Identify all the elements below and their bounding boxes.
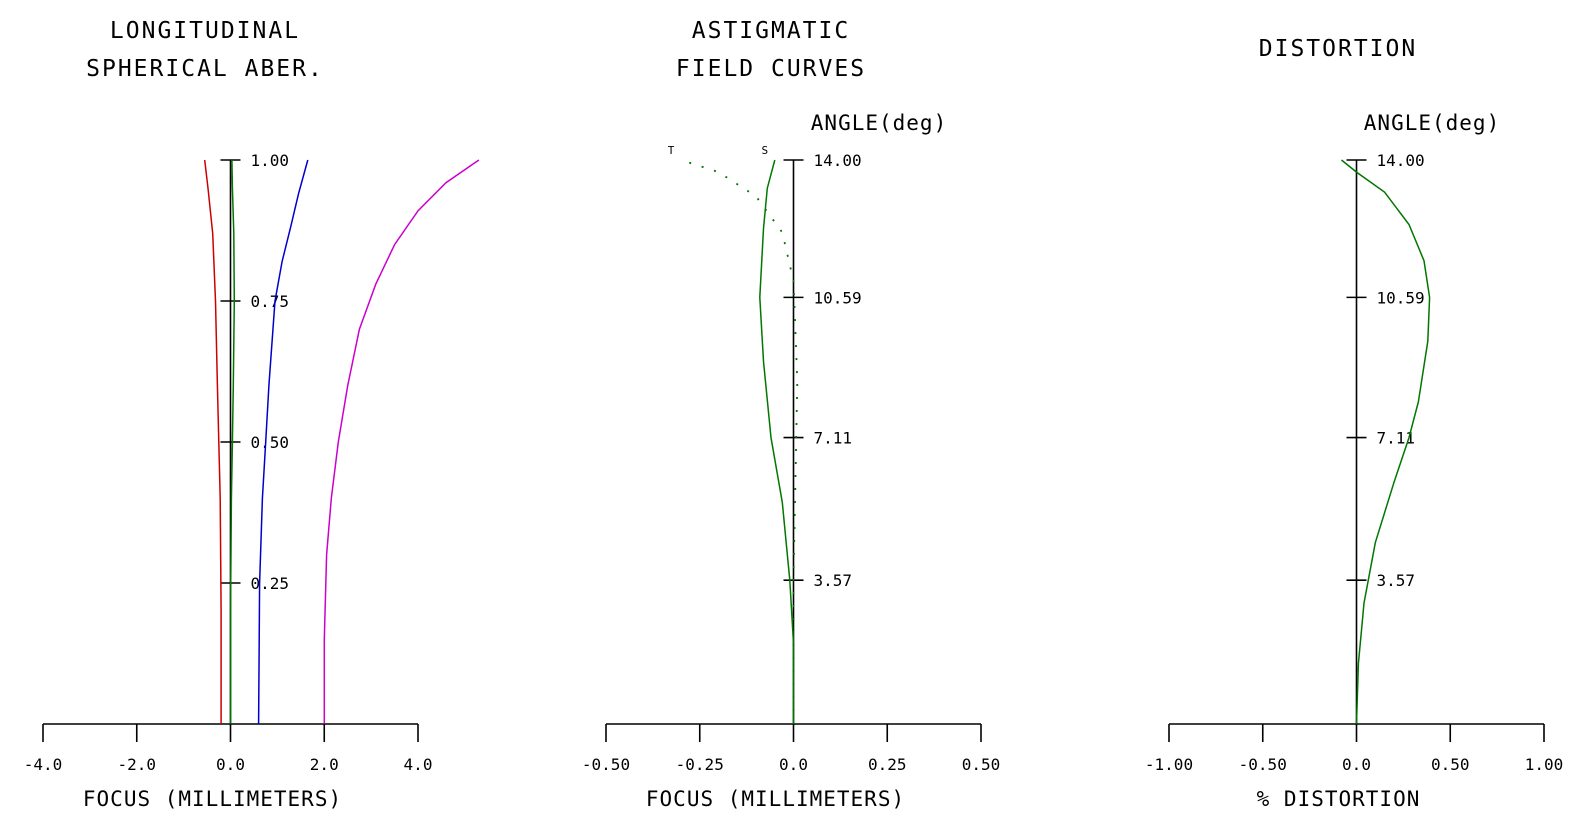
y-tick-label: 7.11 [814, 429, 853, 448]
chart-panel-2: ASTIGMATIC FIELD CURVES ANGLE(deg) -0.50 -0.… [582, 18, 1000, 811]
y-tick-label: 3.57 [814, 571, 853, 590]
series-curve-3 [257, 159, 309, 725]
chart-panel-3: DISTORTION ANGLE(deg) -1.00 -0.50 0.0 0.50 1.0… [1145, 36, 1563, 811]
x-tick-label: 1.00 [1525, 755, 1564, 774]
y-tick-label: 1.00 [251, 151, 290, 170]
y-tick-label: 0.75 [251, 292, 290, 311]
y-tick-label: 7.11 [1377, 429, 1416, 448]
y-tick-label: 0.25 [251, 574, 290, 593]
x-tick-label: 0.0 [1342, 755, 1371, 774]
x-tick-label: 4.0 [404, 755, 433, 774]
y-tick-label: 3.57 [1377, 571, 1416, 590]
tangential-curve [680, 159, 799, 724]
chart-panel-1: LONGITUDINAL SPHERICAL ABER. -4.0 -2.0 0.0 2.… [24, 18, 480, 811]
x-tick-label: -4.0 [24, 755, 63, 774]
x-tick-label: -0.50 [1239, 755, 1287, 774]
y-tick-label: 14.00 [1377, 151, 1425, 170]
x-tick-label: -0.50 [582, 755, 630, 774]
series-curve-1 [203, 159, 222, 724]
x-tick-label: 0.0 [779, 755, 808, 774]
chart-title-line: LONGITUDINAL [110, 18, 300, 44]
x-tick-label: 0.50 [962, 755, 1001, 774]
x-tick-label: -1.00 [1145, 755, 1193, 774]
series-curve-1 [1341, 159, 1431, 725]
series-curve-4 [323, 159, 480, 724]
angle-axis-label: ANGLE(deg) [1364, 111, 1500, 135]
y-tick-label: 0.50 [251, 433, 290, 452]
sagittal-curve [759, 159, 795, 724]
x-axis-label: % DISTORTION [1257, 787, 1421, 811]
x-tick-label: 0.0 [216, 755, 245, 774]
x-tick-label: 2.0 [310, 755, 339, 774]
x-tick-label: 0.50 [1431, 755, 1470, 774]
chart-title-line: FIELD CURVES [676, 56, 866, 82]
angle-axis-label: ANGLE(deg) [811, 111, 947, 135]
series-curve-2 [229, 159, 236, 724]
y-tick-label: 10.59 [1377, 288, 1425, 307]
x-tick-label: -0.25 [676, 755, 724, 774]
y-tick-label: 10.59 [814, 288, 862, 307]
y-tick-label: 14.00 [814, 151, 862, 170]
x-tick-label: 0.25 [868, 755, 907, 774]
x-axis-label: FOCUS (MILLIMETERS) [83, 787, 342, 811]
chart-title-line: ASTIGMATIC [692, 18, 850, 44]
sagittal-curve-label: S [761, 144, 768, 157]
tangential-curve-label: T [668, 144, 675, 157]
x-tick-label: -2.0 [117, 755, 156, 774]
x-axis-label: FOCUS (MILLIMETERS) [646, 787, 905, 811]
chart-title-line: DISTORTION [1259, 36, 1417, 62]
chart-title-line: SPHERICAL ABER. [86, 56, 324, 82]
